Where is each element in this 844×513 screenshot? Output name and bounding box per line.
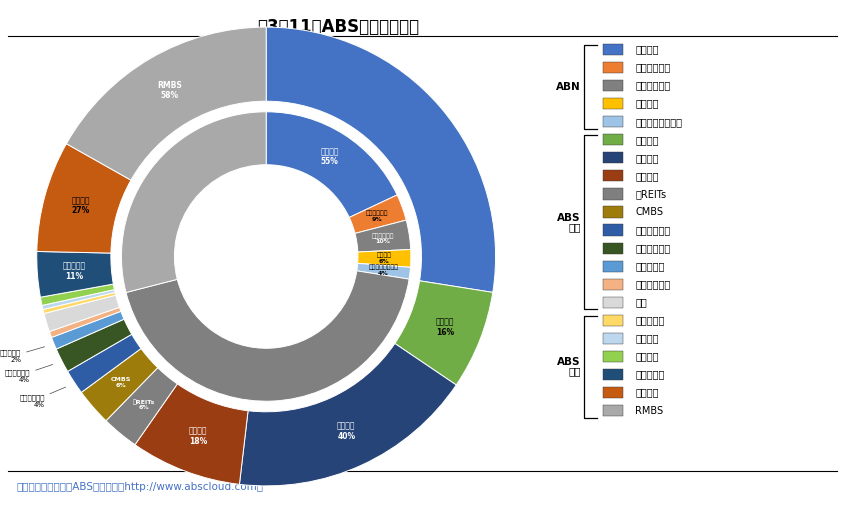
Text: CMBS: CMBS [635,207,663,217]
Wedge shape [67,27,266,180]
Text: 应收账款: 应收账款 [635,153,658,163]
Wedge shape [239,344,456,486]
Wedge shape [357,249,410,267]
Text: 租赁租金: 租赁租金 [635,135,658,145]
Text: 信托受益权
2%: 信托受益权 2% [0,347,45,363]
Bar [603,170,623,182]
Text: 应收账款
40%: 应收账款 40% [337,422,355,441]
Bar [603,188,623,200]
Bar [603,225,623,235]
Wedge shape [43,292,116,313]
Bar [603,369,623,380]
Wedge shape [68,334,141,392]
Wedge shape [37,251,113,297]
Bar [603,206,623,218]
Bar [603,297,623,308]
Bar [603,152,623,164]
Wedge shape [57,319,132,371]
Wedge shape [266,112,397,218]
Text: 信用卡贷款
11%: 信用卡贷款 11% [62,262,86,281]
Text: CMBS
6%: CMBS 6% [111,378,131,388]
Bar [603,333,623,344]
Text: 企业贷款: 企业贷款 [635,351,658,362]
Bar [603,279,623,290]
Wedge shape [81,348,158,421]
Text: 小额贷款
18%: 小额贷款 18% [188,427,207,446]
Text: 信用卡贷款: 信用卡贷款 [635,369,664,380]
Text: 融资融券债权
4%: 融资融券债权 4% [19,387,66,408]
Text: 基础设施收费: 基础设施收费 [635,279,670,289]
Bar [603,387,623,398]
Bar [603,62,623,73]
Text: RMBS: RMBS [635,406,663,416]
Text: 其他: 其他 [635,298,647,307]
Wedge shape [266,27,495,292]
Text: 信托受益权: 信托受益权 [635,261,664,271]
Text: ABS: ABS [556,212,580,223]
Wedge shape [135,384,248,484]
Wedge shape [356,263,410,279]
Text: 基础设施收费债权
4%: 基础设施收费债权 4% [368,265,398,276]
Text: 信托受益债权
9%: 信托受益债权 9% [365,211,388,222]
Bar [603,351,623,362]
Text: 企业: 企业 [567,222,580,232]
Wedge shape [106,368,177,445]
Bar [603,315,623,326]
Text: 汽车贷款: 汽车贷款 [635,388,658,398]
Text: ABN: ABN [555,82,580,92]
Bar [603,243,623,254]
Text: 小额贷款: 小额贷款 [635,171,658,181]
Bar [603,44,623,55]
Wedge shape [354,220,410,252]
Wedge shape [394,281,492,385]
Text: 应收债权
6%: 应收债权 6% [376,252,392,264]
Text: 票据收益
55%: 票据收益 55% [320,147,338,166]
Text: 基础设施收费债权: 基础设施收费债权 [635,117,682,127]
Text: 类REITs
6%: 类REITs 6% [133,399,154,410]
Wedge shape [37,144,131,253]
Bar [603,405,623,416]
Text: 其他
3%: 其他 3% [0,512,1,513]
Bar [603,98,623,109]
Wedge shape [49,307,121,338]
Text: 图3：11月ABS基础资产分布: 图3：11月ABS基础资产分布 [257,18,419,36]
Text: ABS: ABS [556,357,580,367]
Text: 类REITs: 类REITs [635,189,666,199]
Wedge shape [122,112,266,292]
Wedge shape [349,195,406,233]
Text: 信托受益债权: 信托受益债权 [635,63,670,72]
Text: 汽车贷款
27%: 汽车贷款 27% [72,196,89,215]
Text: 保理融资债权
4%: 保理融资债权 4% [5,364,52,383]
Text: 消费性贷款: 消费性贷款 [635,315,664,325]
Text: 保理融资债权: 保理融资债权 [635,243,670,253]
Text: RMBS
58%: RMBS 58% [157,81,181,100]
Bar [603,80,623,91]
Wedge shape [41,284,114,305]
Text: 票据收益: 票据收益 [635,45,658,54]
Text: 应收债权: 应收债权 [635,98,658,109]
Text: 融资融券债权: 融资融券债权 [635,225,670,235]
Text: 保理合同债权: 保理合同债权 [635,81,670,91]
Wedge shape [51,311,124,349]
Wedge shape [42,290,115,309]
Text: 不良贷款: 不良贷款 [635,333,658,343]
Text: 信贷: 信贷 [567,366,580,377]
Bar [603,261,623,272]
Text: 租赁租金
16%: 租赁租金 16% [436,318,454,337]
Text: 数据来源：厦门国金ABS云数据库（http://www.abscloud.com）: 数据来源：厦门国金ABS云数据库（http://www.abscloud.com… [17,482,263,492]
Wedge shape [126,271,408,401]
Bar [603,134,623,145]
Text: 保理合同债权
10%: 保理合同债权 10% [371,233,394,244]
Bar [603,116,623,127]
Wedge shape [44,295,119,331]
